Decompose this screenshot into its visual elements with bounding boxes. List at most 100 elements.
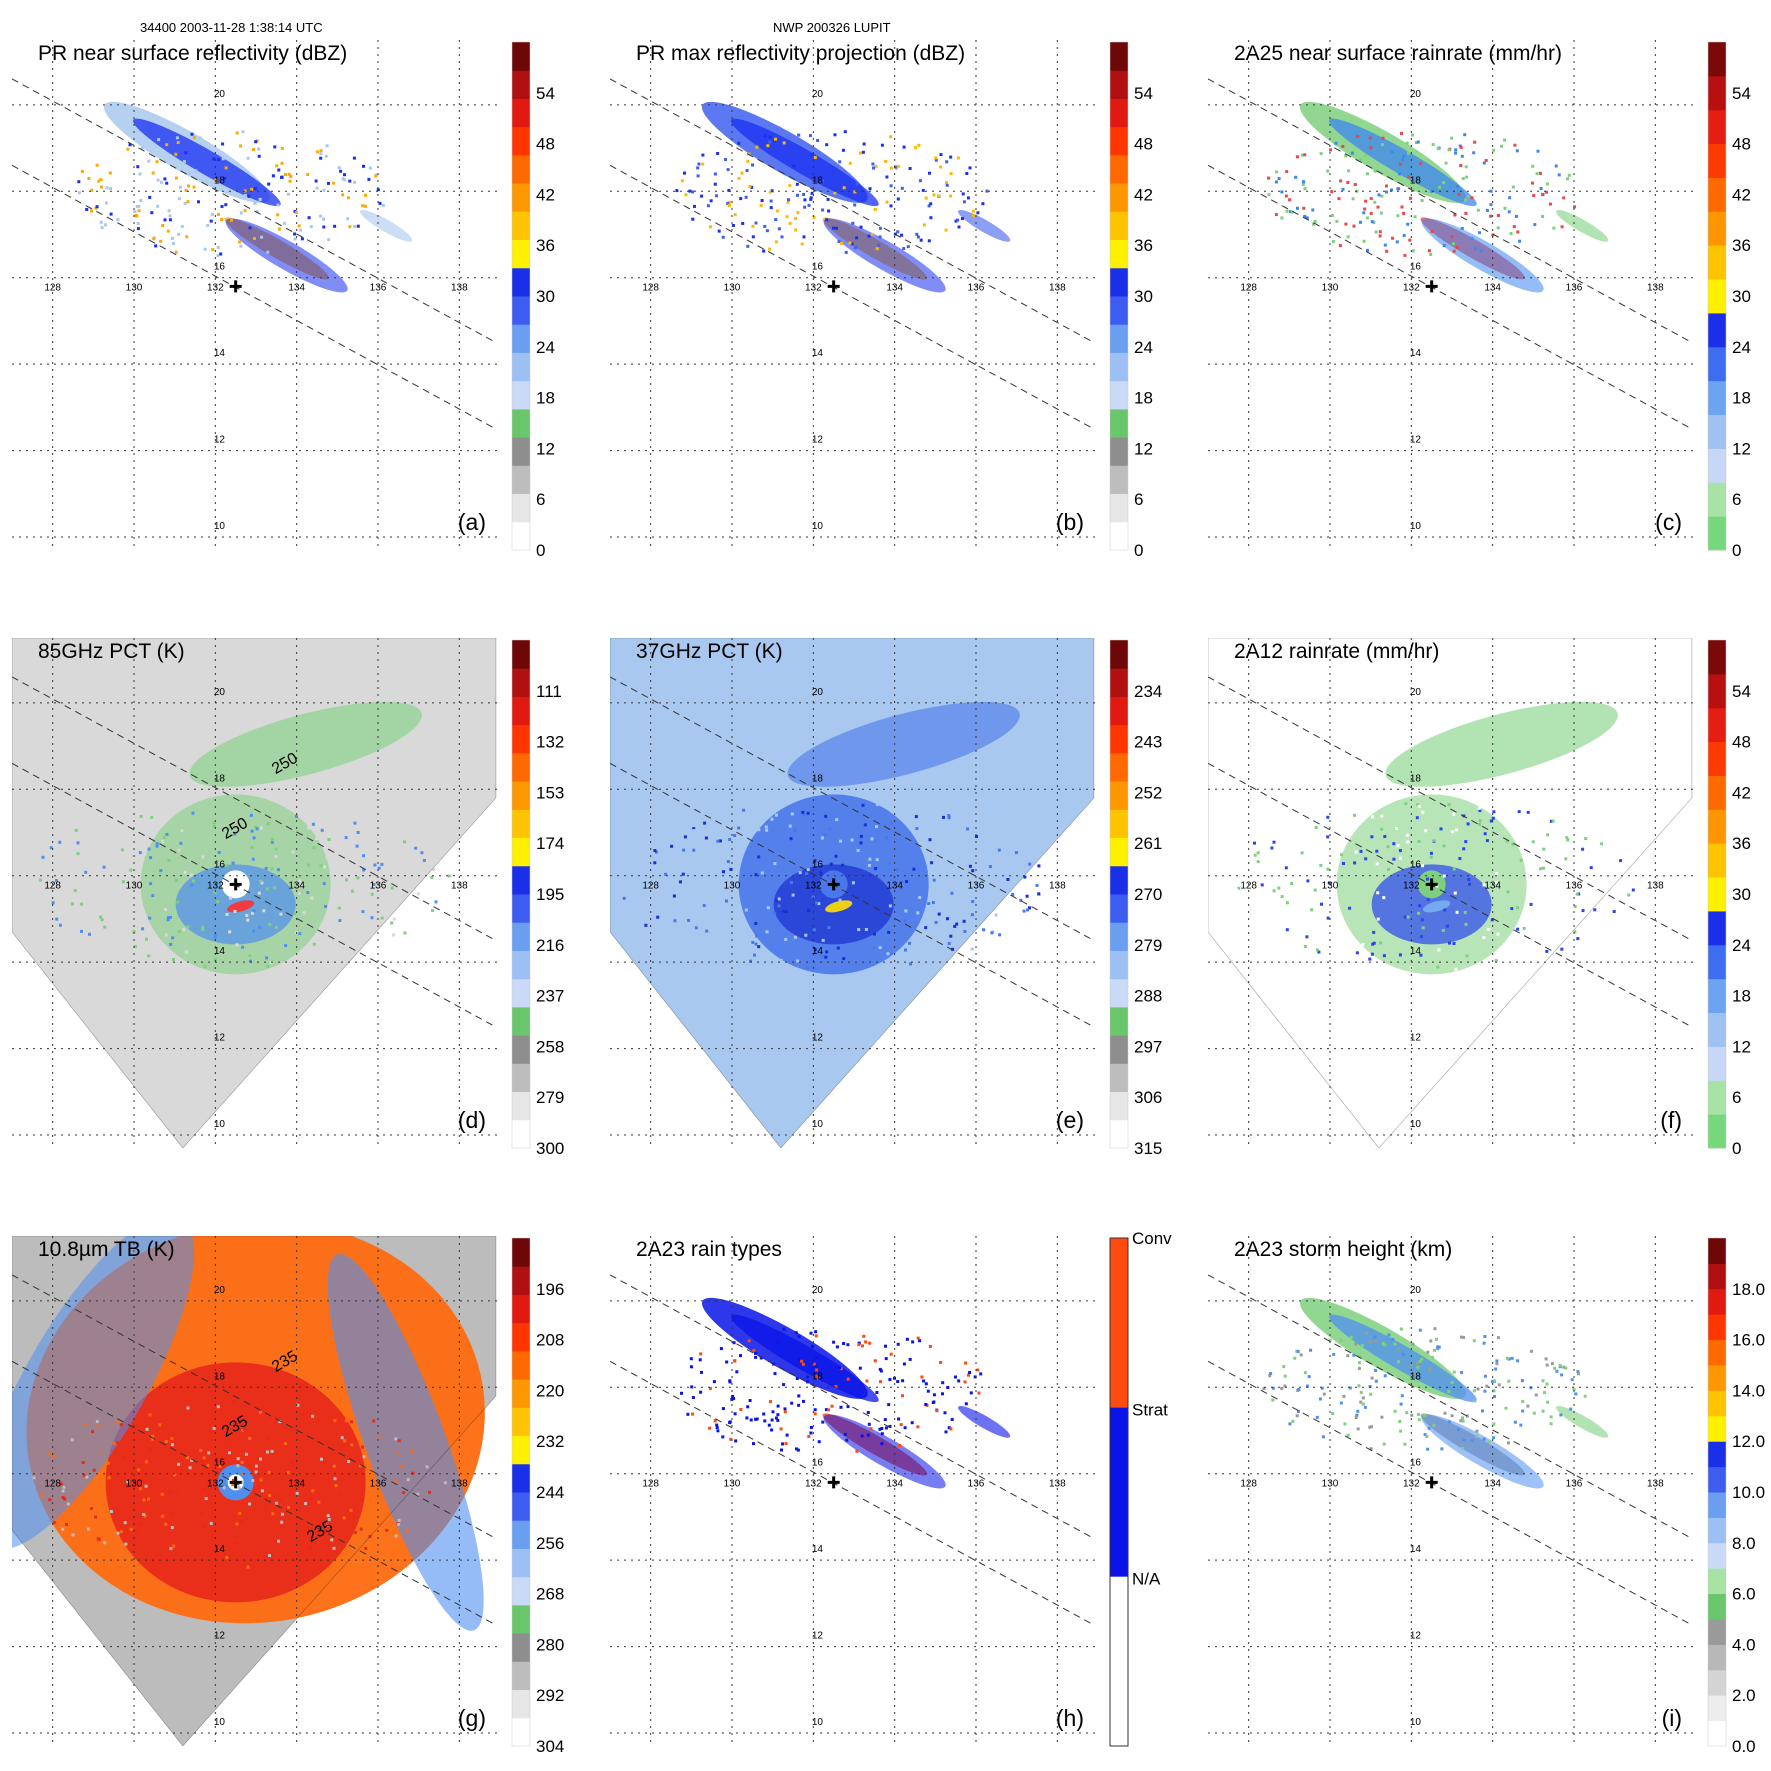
- colorbar-tick-label: 111: [536, 682, 562, 701]
- colorbar-tick-label: 208: [536, 1331, 564, 1350]
- lat-tick-label: 12: [1410, 435, 1422, 446]
- lon-tick-label: 130: [1322, 1479, 1339, 1490]
- pr-swath-edges: [12, 78, 497, 430]
- colorbar: 0.0 2.0 4.0 6.0 8.0 10.0 12.0 14.0 16.0 18.0: [1707, 1237, 1765, 1756]
- colorbar-tick-label: 12: [536, 439, 555, 458]
- lon-tick-label: 132: [1403, 1479, 1420, 1490]
- lat-tick-label: 18: [214, 1371, 226, 1382]
- colorbar-tick-label: 252: [1134, 783, 1162, 802]
- colorbar-tick-label: 280: [536, 1635, 564, 1654]
- panel-label: (c): [1655, 509, 1682, 535]
- panel-e: 128 130 132 134 136 138 20 18 16 14 12 10 37GHz PCT …: [610, 638, 1162, 1158]
- lat-tick-label: 18: [1410, 773, 1422, 784]
- lat-tick-label: 14: [214, 348, 226, 359]
- lon-tick-label: 138: [1049, 881, 1066, 892]
- lon-tick-label: 136: [370, 283, 387, 294]
- colorbar-tick-label: 306: [1134, 1088, 1162, 1107]
- panel-i: 128 130 132 134 136 138 20 18 16 14 12 10 2A23 storm…: [1208, 1236, 1765, 1756]
- lat-tick-label: 20: [812, 687, 824, 698]
- lat-tick-label: 16: [812, 1458, 824, 1469]
- colorbar-tick-label: 292: [536, 1686, 564, 1705]
- lat-tick-label: 16: [214, 860, 226, 871]
- lat-tick-label: 18: [1410, 175, 1422, 186]
- colorbar-tick-label: 14.0: [1732, 1381, 1765, 1400]
- lon-tick-label: 138: [451, 283, 468, 294]
- colorbar-tick-label: 30: [536, 287, 555, 306]
- lon-tick-label: 134: [288, 881, 305, 892]
- panel-d: 128 130 132 134 136 13820181614121025025085GH…: [12, 638, 564, 1158]
- panel-label: (g): [458, 1705, 486, 1731]
- panel-h: 128 130 132 134 136 138 20 18 16 14 12 10 2A23 rain …: [610, 1229, 1172, 1747]
- panel-g: 128 130 132 134 136 1382018161412102352352351…: [12, 1236, 564, 1756]
- lon-tick-label: 134: [1484, 881, 1501, 892]
- colorbar-tick-label: 12.0: [1732, 1432, 1765, 1451]
- colorbar-tick-label: 8.0: [1732, 1534, 1756, 1553]
- colorbar-tick-label: 24: [1732, 936, 1751, 955]
- lon-tick-label: 136: [1566, 283, 1583, 294]
- lon-tick-label: 128: [1240, 283, 1257, 294]
- lat-tick-label: 12: [214, 1631, 226, 1642]
- colorbar-tick-label: N/A: [1132, 1570, 1161, 1589]
- colorbar-tick-label: Strat: [1132, 1400, 1168, 1419]
- lon-tick-label: 132: [1403, 283, 1420, 294]
- lon-tick-label: 136: [370, 881, 387, 892]
- lat-tick-label: 16: [214, 1458, 226, 1469]
- pr-swath-edges: [12, 1274, 497, 1626]
- colorbar-tick-label: 42: [1732, 783, 1751, 802]
- panel-title: 2A23 storm height (km): [1234, 1238, 1452, 1261]
- colorbar-tick-label: 18: [1732, 389, 1751, 408]
- storm-center-marker: [1425, 280, 1438, 293]
- lat-tick-label: 20: [1410, 89, 1422, 100]
- colorbar-tick-label: 36: [536, 236, 555, 255]
- lat-lon-grid: 128 130 132 134 136 138 20 18 16 14 12 10: [610, 40, 1098, 550]
- colorbar-tick-label: 36: [1134, 236, 1153, 255]
- swath-field: [77, 101, 413, 293]
- panel-label: (d): [458, 1107, 486, 1133]
- lon-tick-label: 128: [44, 283, 61, 294]
- lon-tick-label: 128: [1240, 1479, 1257, 1490]
- colorbar-tick-label: 30: [1732, 885, 1751, 904]
- lon-tick-label: 136: [1566, 881, 1583, 892]
- lon-tick-label: 128: [44, 1479, 61, 1490]
- pr-swath-edges: [1208, 1274, 1693, 1626]
- colorbar-tick-label: 268: [536, 1585, 564, 1604]
- panel-label: (b): [1056, 509, 1084, 535]
- lon-tick-label: 132: [1403, 881, 1420, 892]
- lat-tick-label: 16: [214, 262, 226, 273]
- panel-title: PR near surface reflectivity (dBZ): [38, 42, 347, 65]
- colorbar-tick-label: 297: [1134, 1037, 1162, 1056]
- colorbar-tick-label: 42: [1732, 185, 1751, 204]
- colorbar-tick-label: 196: [536, 1280, 564, 1299]
- lat-tick-label: 14: [1410, 946, 1422, 957]
- lon-tick-label: 138: [1647, 283, 1664, 294]
- colorbar-tick-label: 42: [536, 185, 555, 204]
- storm-center-marker: [827, 1476, 840, 1489]
- colorbar-tick-label: 234: [1134, 682, 1162, 701]
- pr-swath-edges: [610, 78, 1095, 430]
- panel-title: 2A12 rainrate (mm/hr): [1234, 640, 1439, 663]
- lon-tick-label: 136: [370, 1479, 387, 1490]
- pr-swath-edges: [12, 676, 497, 1028]
- colorbar-tick-label: 24: [1732, 338, 1751, 357]
- colorbar: 304 292 280 268 256 244 232 220 208 196: [511, 1237, 564, 1756]
- lon-tick-label: 138: [451, 1479, 468, 1490]
- lat-tick-label: 10: [1410, 1119, 1422, 1130]
- lat-tick-label: 10: [214, 1717, 226, 1728]
- panel-title: PR max reflectivity projection (dBZ): [636, 42, 965, 65]
- colorbar-tick-label: 54: [536, 84, 555, 103]
- lat-lon-grid: 128 130 132 134 136 138 20 18 16 14 12 10: [610, 1236, 1098, 1746]
- storm-center-marker: [827, 280, 840, 293]
- lon-tick-label: 130: [724, 1479, 741, 1490]
- colorbar-tick-label: 216: [536, 936, 564, 955]
- lat-tick-label: 16: [812, 262, 824, 273]
- lon-tick-label: 128: [642, 881, 659, 892]
- lat-tick-label: 14: [214, 946, 226, 957]
- lon-tick-label: 134: [886, 283, 903, 294]
- lon-tick-label: 138: [451, 881, 468, 892]
- colorbar-tick-label: 54: [1732, 84, 1751, 103]
- storm-center-marker: [1425, 878, 1438, 891]
- colorbar-tick-label: 220: [536, 1381, 564, 1400]
- colorbar-tick-label: 48: [1732, 135, 1751, 154]
- colorbar-tick-label: 261: [1134, 834, 1162, 853]
- header-orbit-time: 34400 2003-11-28 1:38:14 UTC: [140, 20, 323, 35]
